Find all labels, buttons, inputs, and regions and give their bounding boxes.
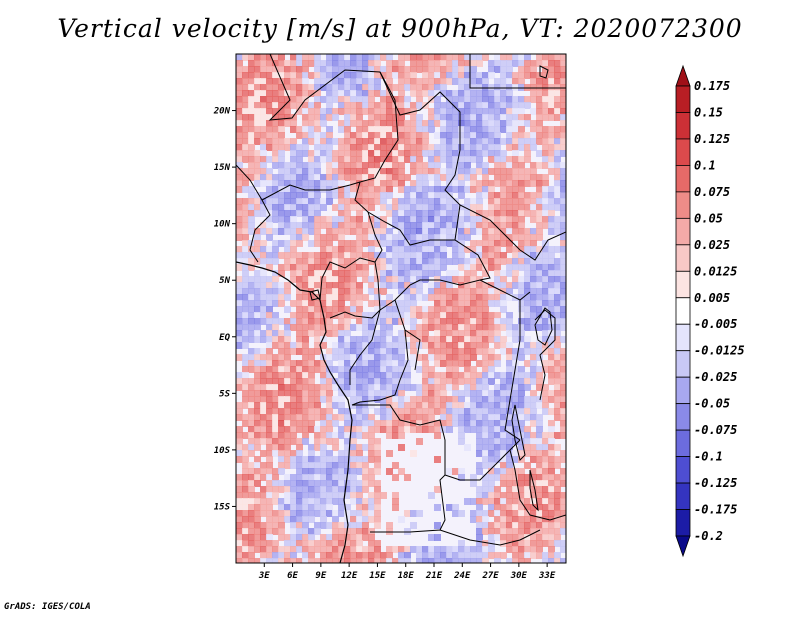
colorbar-swatch	[675, 191, 691, 219]
colorbar-swatch	[675, 112, 691, 140]
colorbar-bottom-arrow	[675, 535, 691, 558]
colorbar-swatch	[675, 350, 691, 378]
colorbar-label: 0.025	[694, 238, 730, 252]
border-line	[367, 204, 491, 281]
lon-tick-label: 27E	[481, 571, 499, 581]
colorbar-label: -0.0125	[694, 344, 745, 358]
colorbar-label: 0.175	[694, 79, 730, 93]
lon-tick-label: 33E	[538, 571, 556, 581]
lat-tick-label: 15S	[214, 502, 231, 512]
figure-title: Vertical velocity [m/s] at 900hPa, VT: 2…	[57, 14, 743, 43]
border-line	[349, 299, 421, 406]
colorbar-label: -0.025	[694, 370, 737, 384]
colorbar-swatch	[675, 456, 691, 484]
country-borders	[236, 54, 566, 563]
longitude-axis: 3E 6E 9E 12E 15E 18E 21E 24E 27E 30E 33E	[258, 563, 556, 581]
colorbar-label: -0.1	[694, 450, 723, 464]
border-line	[329, 261, 531, 319]
lat-tick-label: 5N	[219, 276, 230, 286]
colorbar-label: 0.075	[694, 185, 730, 199]
lon-tick-label: 6E	[287, 571, 298, 581]
colorbar-swatch	[675, 403, 691, 431]
lon-tick-label: 24E	[453, 571, 471, 581]
colorbar-swatch	[675, 509, 691, 537]
colorbar-swatch	[675, 165, 691, 193]
colorbar-swatch	[675, 297, 691, 325]
lake-outline	[309, 65, 549, 301]
lake-outline	[511, 307, 553, 512]
lat-tick-label: 20N	[213, 107, 231, 117]
lon-tick-label: 9E	[315, 571, 326, 581]
lon-tick-label: 21E	[425, 571, 443, 581]
colorbar-label: 0.0125	[694, 264, 737, 278]
lat-tick-label: 5S	[219, 389, 230, 399]
lon-tick-label: 30E	[510, 571, 528, 581]
colorbar: 0.175 0.15 0.125 0.1 0.075 0.05 0.025 0.0125 0.0…	[675, 64, 745, 558]
border-line	[268, 54, 566, 261]
colorbar-label: -0.075	[694, 423, 737, 437]
colorbar-label: 0.1	[694, 158, 716, 172]
lat-tick-label: EQ	[219, 333, 230, 343]
border-line	[469, 54, 566, 401]
lon-tick-label: 18E	[398, 571, 415, 581]
colorbar-top-arrow	[675, 64, 691, 87]
coastline	[236, 261, 353, 563]
colorbar-label: -0.2	[694, 529, 723, 543]
colorbar-label: -0.005	[694, 317, 737, 331]
lon-tick-label: 12E	[341, 571, 358, 581]
lon-tick-label: 15E	[369, 571, 386, 581]
colorbar-label: -0.05	[694, 397, 730, 411]
latitude-axis: 20N 15N 10N 5N EQ 5S 10S 15S	[213, 107, 236, 512]
colorbar-label: -0.175	[694, 503, 737, 517]
colorbar-swatch	[675, 429, 691, 457]
border-line	[319, 71, 399, 301]
colorbar-label: 0.125	[694, 132, 730, 146]
colorbar-swatch	[675, 217, 691, 246]
colorbar-swatch	[675, 270, 691, 299]
colorbar-swatch	[675, 376, 691, 405]
lat-tick-label: 10N	[214, 220, 231, 230]
colorbar-swatch	[675, 244, 691, 272]
lon-tick-label: 3E	[258, 571, 270, 581]
colorbar-swatch	[675, 138, 691, 166]
colorbar-label: -0.125	[694, 476, 737, 490]
colorbar-label: 0.05	[694, 211, 723, 225]
lat-tick-label: 10S	[214, 446, 231, 456]
colorbar-swatch	[675, 482, 691, 510]
colorbar-label: 0.005	[694, 291, 730, 305]
footer-credit: GrADS: IGES/COLA	[4, 602, 91, 612]
velocity-field	[236, 54, 566, 563]
lat-tick-label: 15N	[214, 163, 231, 173]
border-line	[236, 164, 361, 263]
colorbar-label: 0.15	[694, 105, 723, 119]
border-line	[370, 449, 566, 546]
colorbar-swatch	[675, 323, 691, 352]
map-frame	[235, 53, 567, 564]
colorbar-swatch	[675, 85, 691, 113]
